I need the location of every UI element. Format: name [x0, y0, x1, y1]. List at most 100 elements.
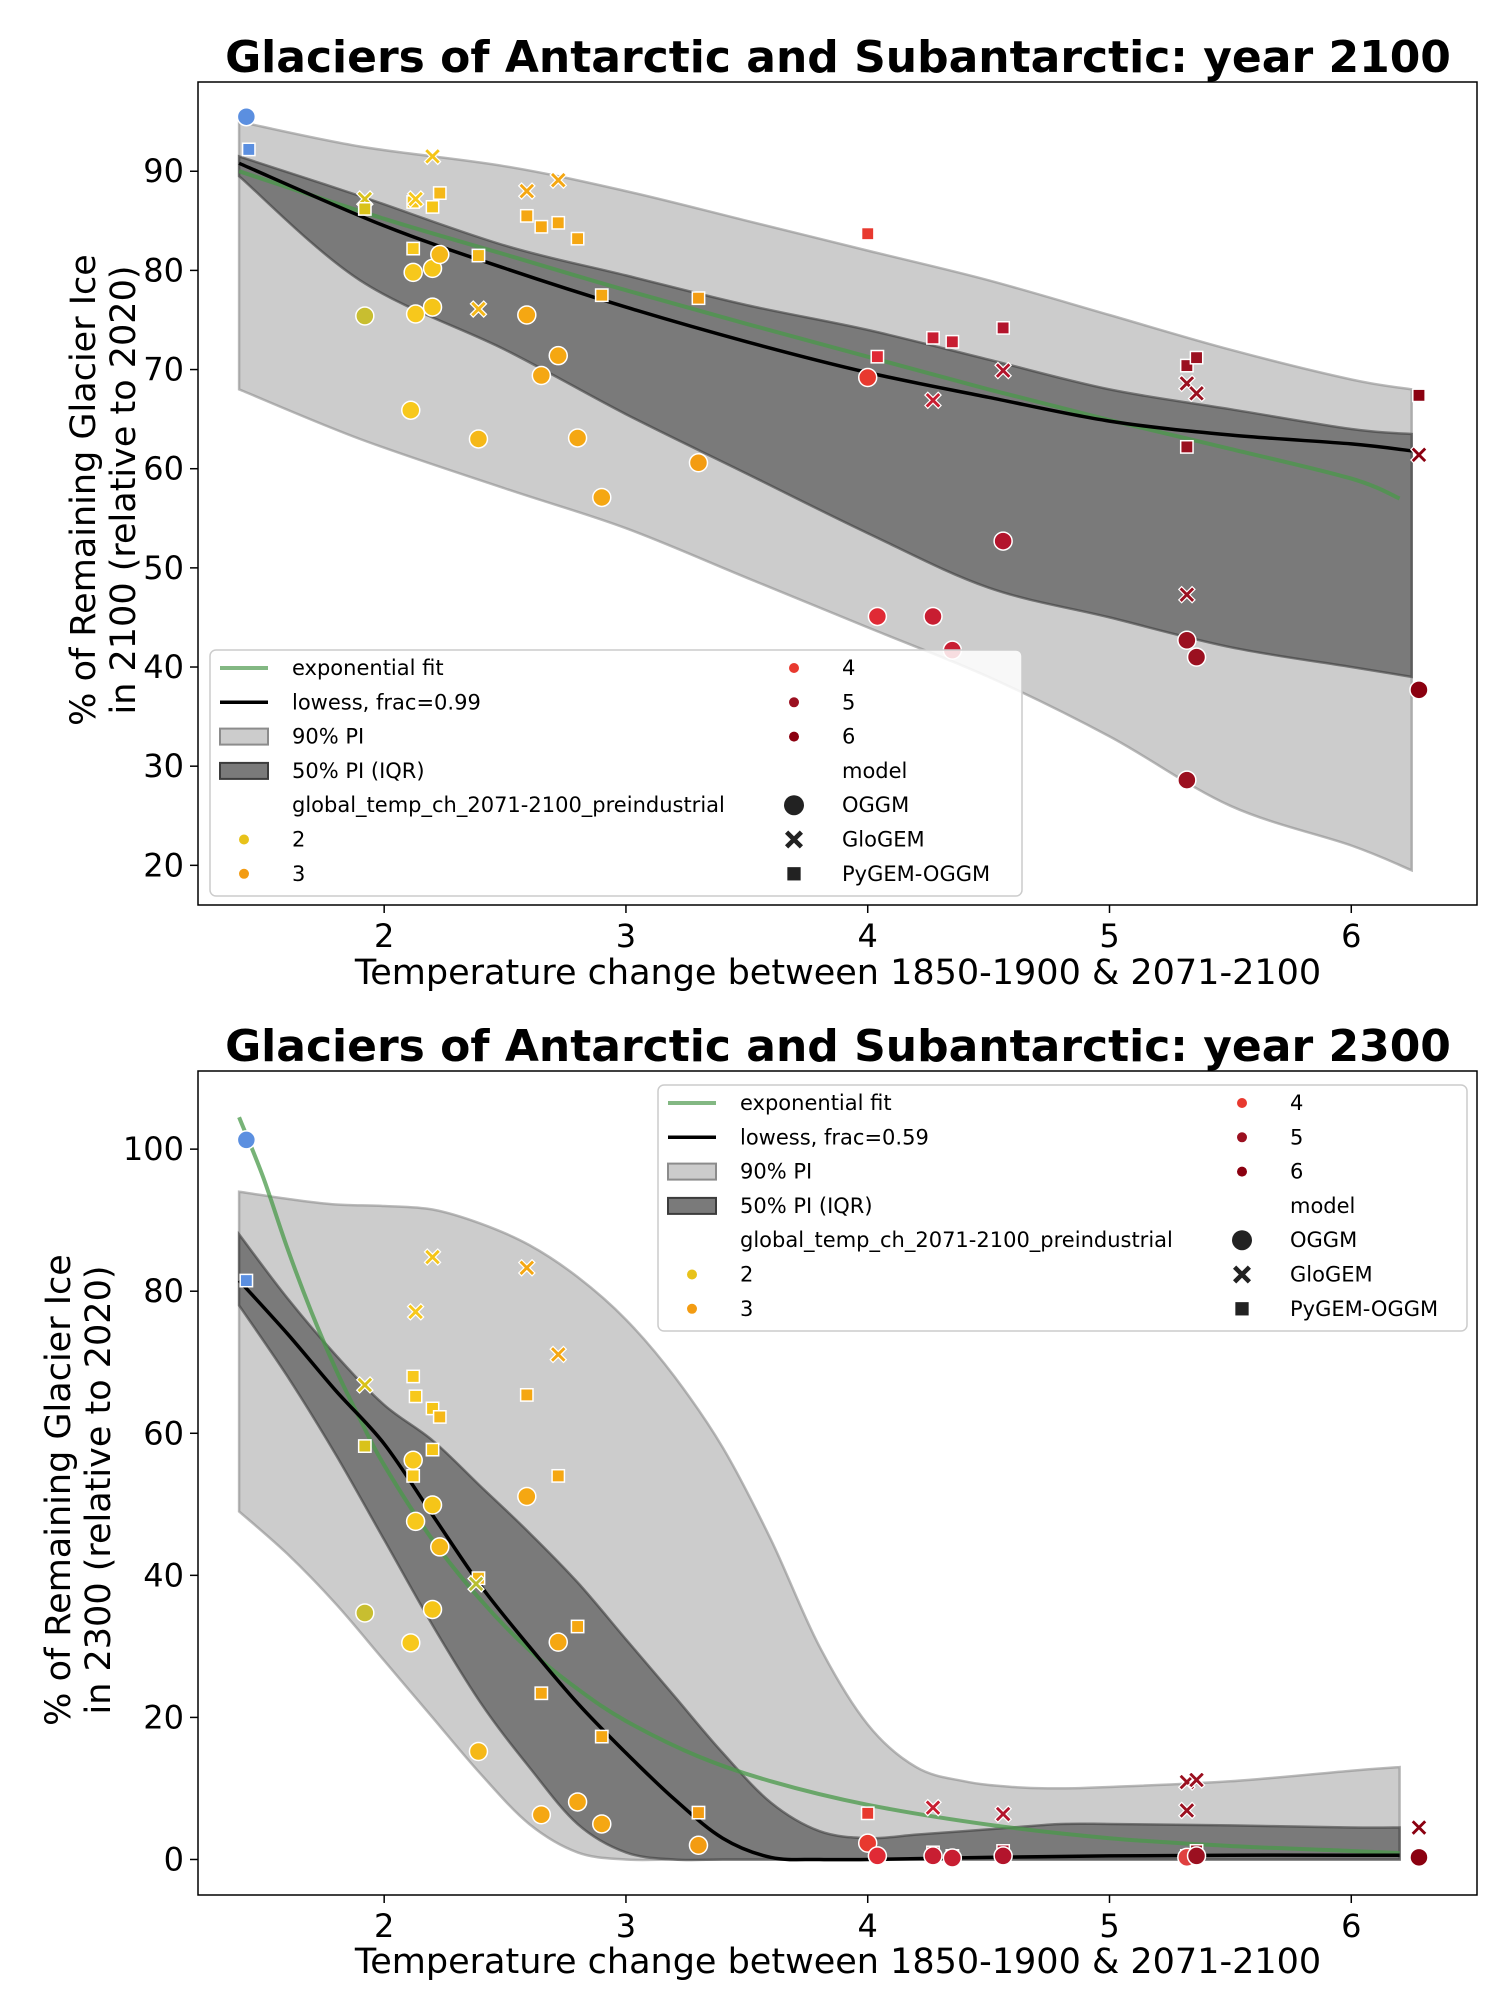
legend-label: 4	[1290, 1091, 1303, 1115]
data-point-circle	[567, 428, 588, 448]
data-point-circle	[857, 367, 878, 388]
data-point-circle	[1409, 680, 1429, 700]
legend-label: exponential fit	[292, 656, 444, 680]
legend-label: 3	[292, 862, 305, 886]
data-point-square	[570, 1619, 585, 1634]
x-tick-label: 3	[616, 917, 636, 955]
data-point-square	[860, 226, 875, 241]
data-point-x	[517, 1258, 536, 1277]
data-point-square	[551, 1468, 566, 1483]
legend-label: 2	[292, 828, 305, 852]
data-point-circle	[592, 487, 612, 508]
data-point-square	[594, 1729, 609, 1744]
data-point-circle	[517, 305, 537, 325]
data-point-circle	[403, 262, 423, 283]
data-point-square	[357, 201, 372, 216]
y-tick-label: 40	[143, 1556, 184, 1594]
y-tick-label: 60	[143, 1414, 184, 1452]
data-point-square	[519, 1387, 534, 1402]
data-point-x	[406, 1302, 425, 1321]
data-point-x	[423, 1248, 442, 1267]
y-tick-label: 90	[143, 152, 184, 190]
data-point-x	[1410, 445, 1428, 464]
data-point-circle	[236, 1130, 257, 1150]
data-point-square	[519, 208, 534, 223]
legend-marker-square	[1235, 1302, 1249, 1316]
data-point-circle	[688, 453, 709, 473]
legend-label: global_temp_ch_2071-2100_preindustrial	[292, 793, 725, 818]
legend-dot-swatch	[1237, 1098, 1247, 1108]
legend: exponential fit lowess, frac=0.99 90% PI 50…	[209, 649, 1023, 897]
data-point-circle	[430, 244, 450, 265]
data-point-x	[1187, 384, 1206, 403]
data-point-square	[425, 200, 440, 214]
legend-patch-swatch	[219, 727, 269, 746]
legend-label: 90% PI	[740, 1160, 812, 1184]
exponential-fit-line	[238, 169, 1401, 501]
y-axis-label-line2: in 2300 (relative to 2020)	[79, 1265, 119, 1714]
y-tick-label: 70	[143, 351, 184, 389]
data-point-x	[1177, 585, 1196, 604]
data-point-circle	[923, 606, 943, 627]
plot-frame	[197, 81, 1478, 906]
legend-label: GloGEM	[842, 828, 925, 852]
data-point-square	[870, 349, 885, 364]
data-point-circle	[236, 106, 257, 127]
y-axis-label-line2: in 2100 (relative to 2020)	[104, 265, 144, 714]
data-point-circle	[531, 1804, 552, 1825]
legend-label: lowess, frac=0.99	[292, 690, 481, 714]
chart-title: Glaciers of Antarctic and Subantarctic: …	[225, 1021, 1451, 1072]
data-point-square	[996, 320, 1011, 335]
data-point-square	[471, 248, 486, 263]
x-axis-label: Temperature change between 1850-1900 & 2…	[354, 953, 1321, 993]
data-point-x	[355, 1376, 374, 1394]
data-point-circle	[1409, 1847, 1429, 1868]
data-point-x	[1187, 1770, 1206, 1789]
y-tick-label: 20	[143, 1698, 184, 1736]
x-tick-label: 3	[616, 1907, 636, 1945]
x-tick-label: 4	[858, 917, 878, 955]
legend-dot-swatch	[239, 868, 249, 879]
data-point-square	[1189, 350, 1204, 365]
axes-ticks: 2 3 4 5 6 20 30 40 50 60 70 80 90	[143, 152, 1361, 955]
data-point-x	[994, 361, 1013, 380]
data-point-square	[1412, 388, 1426, 403]
legend-box	[657, 1084, 1468, 1332]
y-tick-label: 40	[143, 648, 184, 686]
y-tick-label: 50	[143, 549, 184, 587]
plot-inner	[237, 1116, 1401, 1862]
data-point-square	[551, 215, 566, 230]
data-point-x	[994, 1805, 1013, 1823]
data-point-x	[517, 182, 536, 201]
data-points	[236, 106, 1429, 790]
legend-label: 4	[842, 656, 855, 680]
data-point-square	[239, 1273, 254, 1288]
data-point-circle	[430, 1537, 450, 1557]
legend-label: OGGM	[1290, 1228, 1357, 1252]
data-point-circle	[688, 1835, 709, 1856]
chart-title: Glaciers of Antarctic and Subantarctic: …	[225, 32, 1451, 83]
legend-label: lowess, frac=0.59	[740, 1125, 929, 1149]
data-point-circle	[942, 1848, 963, 1868]
data-point-circle	[1177, 630, 1197, 651]
legend-marker-x	[785, 830, 803, 849]
data-point-circle	[867, 1846, 888, 1866]
legend-label: model	[1290, 1194, 1355, 1218]
data-point-circle	[405, 304, 426, 324]
data-point-circle	[993, 1846, 1013, 1866]
data-point-circle	[1186, 1846, 1207, 1866]
data-point-square	[425, 1442, 440, 1457]
x-axis-label: Temperature change between 1850-1900 & 2…	[354, 1942, 1321, 1982]
data-point-square	[534, 219, 549, 234]
data-point-square	[432, 186, 447, 200]
exponential-fit-line	[237, 1116, 1400, 1856]
legend-label: GloGEM	[1290, 1263, 1373, 1287]
legend-dot-swatch	[687, 1303, 697, 1314]
plot-frame	[197, 1070, 1478, 1896]
data-point-square	[534, 1686, 549, 1701]
legend-dot-swatch	[789, 731, 799, 742]
legend-label: 50% PI (IQR)	[740, 1194, 873, 1218]
y-axis-label-line1: % of Remaining Glacier Ice	[64, 254, 104, 726]
